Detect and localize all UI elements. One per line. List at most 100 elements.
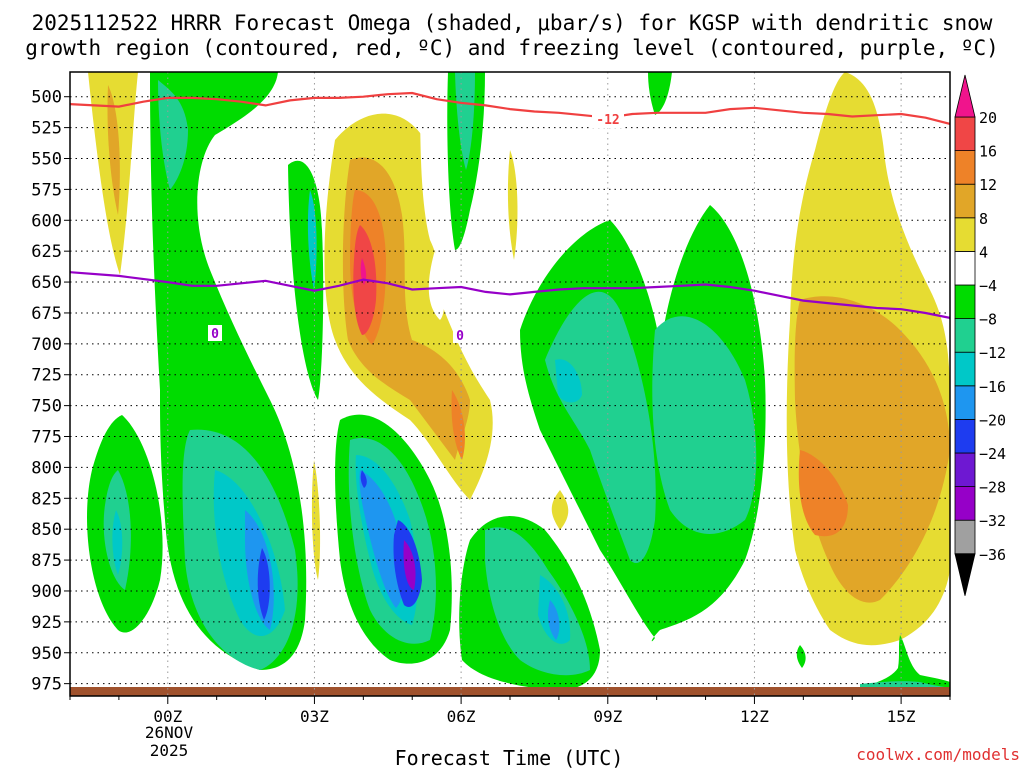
freezing-contour-label: 0 bbox=[456, 329, 464, 344]
watermark: coolwx.com/models bbox=[856, 745, 1020, 764]
colorbar-bin bbox=[954, 351, 976, 387]
omega-downward-core bbox=[455, 72, 475, 170]
x-tick-label: 12Z bbox=[740, 707, 769, 726]
omega-upward-region bbox=[946, 480, 950, 570]
omega-downward-region bbox=[648, 72, 672, 115]
omega-downward-core bbox=[555, 359, 582, 403]
y-tick-label: 925 bbox=[31, 613, 62, 633]
colorbar-label: −8 bbox=[979, 311, 997, 329]
colorbar-bin bbox=[954, 486, 976, 521]
omega-shading bbox=[70, 72, 950, 696]
x-tick-label: 06Z bbox=[447, 707, 476, 726]
y-tick-label: 750 bbox=[31, 397, 62, 417]
freezing-level-contour bbox=[70, 271, 950, 319]
colorbar-bin bbox=[954, 150, 976, 185]
omega-upward-core bbox=[360, 258, 367, 285]
colorbar-bin bbox=[954, 418, 976, 454]
y-tick-label: 575 bbox=[31, 180, 62, 200]
colorbar-label: 4 bbox=[979, 243, 988, 261]
omega-downward-core bbox=[403, 540, 416, 590]
omega-downward-region bbox=[507, 150, 518, 260]
y-tick-label: 725 bbox=[31, 366, 62, 386]
omega-downward-core bbox=[257, 548, 270, 620]
y-tick-label: 625 bbox=[31, 242, 62, 262]
y-tick-label: 775 bbox=[31, 428, 62, 448]
date-label-day: 26NOV bbox=[145, 723, 194, 742]
contour-label-bg bbox=[208, 325, 222, 341]
colorbar-label: 20 bbox=[979, 109, 997, 127]
colorbar-label: −24 bbox=[979, 445, 1006, 463]
contour-label-bg bbox=[453, 327, 467, 343]
y-tick-label: 800 bbox=[31, 458, 62, 478]
colorbar-min-triangle bbox=[954, 553, 976, 596]
omega-downward-region bbox=[796, 645, 806, 668]
y-tick-label: 900 bbox=[31, 582, 62, 602]
freezing-contour-label: 0 bbox=[211, 327, 219, 342]
y-tick-label: 600 bbox=[31, 211, 62, 231]
y-tick-label: 975 bbox=[31, 675, 62, 695]
colorbar-bin bbox=[954, 452, 976, 487]
omega-downward-core bbox=[158, 80, 188, 190]
colorbar-label: −36 bbox=[979, 546, 1006, 564]
x-tick-label: 03Z bbox=[300, 707, 329, 726]
colorbar-bin bbox=[954, 183, 976, 219]
omega-downward-core bbox=[652, 316, 757, 534]
y-tick-label: 525 bbox=[31, 119, 62, 139]
omega-downward-core bbox=[359, 470, 405, 608]
y-axis: 500 525 550 575 600 625 650 675 700 725 750 775 800 8… bbox=[31, 88, 70, 695]
colorbar-bin bbox=[954, 318, 976, 353]
y-tick-label: 675 bbox=[31, 304, 62, 324]
chart-title-line1: 2025112522 HRRR Forecast Omega (shaded, … bbox=[32, 11, 993, 35]
colorbar-label: 8 bbox=[979, 210, 988, 228]
dendritic-growth-contour bbox=[70, 91, 950, 125]
colorbar-max-triangle bbox=[954, 74, 976, 118]
contour-labels: -12 0 0 bbox=[208, 110, 624, 344]
dendritic-contour-label: -12 bbox=[596, 113, 619, 128]
colorbar: 20 16 12 8 4 −4 −8 −12 −16 −20 −24 −28 −32 −36 bbox=[954, 74, 1006, 596]
x-tick-label: 09Z bbox=[593, 707, 622, 726]
omega-neutral-region bbox=[420, 72, 455, 320]
y-tick-label: 850 bbox=[31, 520, 62, 540]
colorbar-label: −4 bbox=[979, 277, 997, 295]
colorbar-bin bbox=[954, 217, 976, 252]
terrain-surface bbox=[70, 687, 950, 696]
colorbar-label: −32 bbox=[979, 512, 1006, 530]
colorbar-label: −16 bbox=[979, 378, 1006, 396]
colorbar-bin bbox=[954, 519, 976, 555]
omega-downward-core bbox=[548, 600, 560, 640]
x-axis: 00Z 03Z 06Z 09Z 12Z 15Z bbox=[69, 696, 951, 726]
colorbar-bin bbox=[954, 284, 976, 319]
omega-upward-core bbox=[451, 390, 465, 460]
colorbar-label: −12 bbox=[979, 344, 1006, 362]
colorbar-label: −28 bbox=[979, 479, 1006, 497]
date-label-year: 2025 bbox=[150, 741, 189, 760]
colorbar-bin bbox=[954, 385, 976, 420]
colorbar-label: −20 bbox=[979, 411, 1006, 429]
omega-downward-core bbox=[545, 291, 656, 564]
contour-layer bbox=[70, 91, 950, 319]
chart-title-line2: growth region (contoured, red, ºC) and f… bbox=[25, 36, 999, 60]
x-tick-label: 15Z bbox=[887, 707, 916, 726]
y-tick-label: 700 bbox=[31, 335, 62, 355]
y-tick-label: 875 bbox=[31, 551, 62, 571]
y-tick-label: 650 bbox=[31, 273, 62, 293]
omega-upward-core bbox=[798, 450, 848, 537]
omega-upward-core bbox=[107, 85, 120, 215]
x-axis-label: Forecast Time (UTC) bbox=[395, 746, 624, 768]
y-tick-label: 550 bbox=[31, 149, 62, 169]
colorbar-label: 12 bbox=[979, 176, 997, 194]
colorbar-bin bbox=[954, 250, 976, 286]
omega-downward-core bbox=[112, 510, 123, 575]
y-tick-label: 500 bbox=[31, 88, 62, 108]
colorbar-bin bbox=[954, 116, 976, 151]
contour-label-bg bbox=[592, 110, 624, 128]
y-tick-label: 950 bbox=[31, 644, 62, 664]
x-tick-label: 00Z bbox=[153, 707, 182, 726]
y-tick-label: 825 bbox=[31, 489, 62, 509]
omega-downward-core bbox=[360, 470, 367, 488]
colorbar-label: 16 bbox=[979, 143, 997, 161]
omega-downward-region bbox=[850, 635, 950, 690]
grid bbox=[70, 72, 950, 696]
